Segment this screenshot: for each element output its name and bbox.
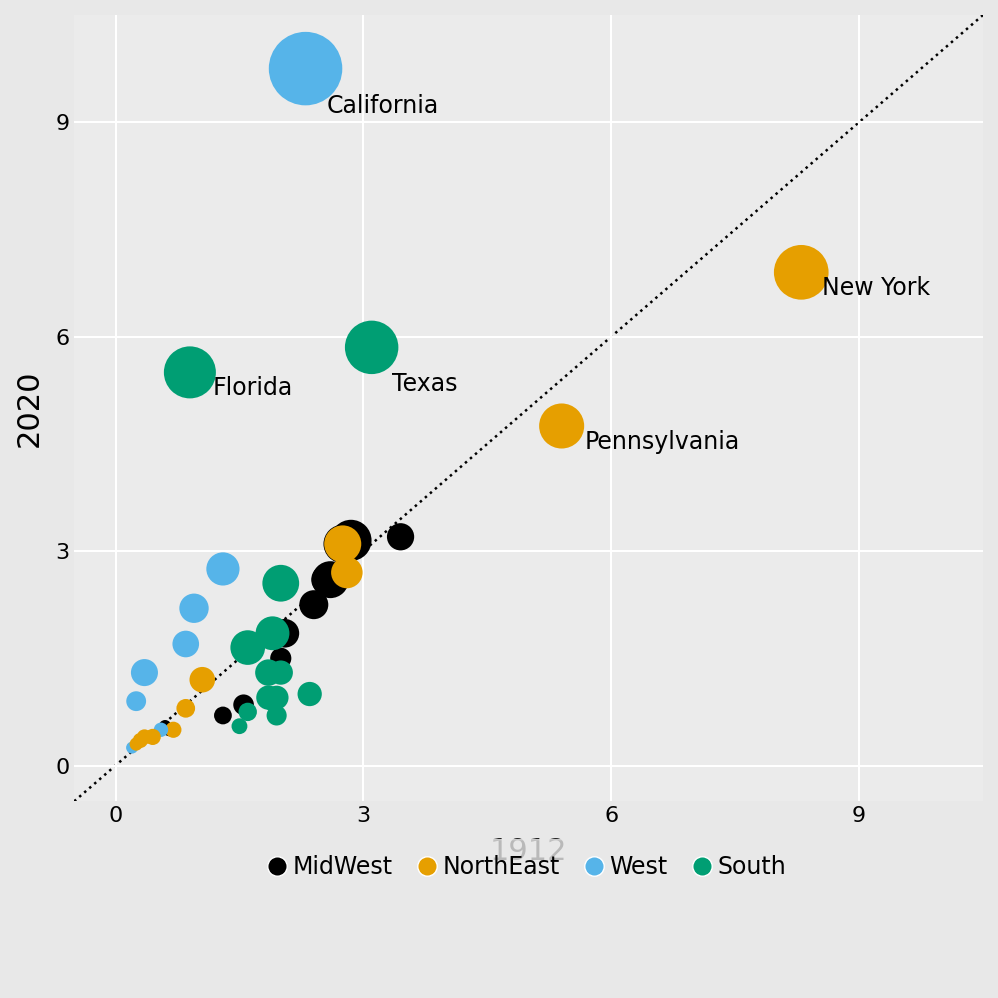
Point	[392, 529, 408, 545]
Point	[318, 572, 334, 588]
Point	[554, 418, 570, 434]
Point	[145, 729, 161, 745]
Point	[272, 651, 288, 667]
Point	[264, 694, 280, 710]
Point	[322, 572, 338, 588]
Point	[260, 690, 276, 706]
Point	[166, 722, 182, 738]
Point	[276, 626, 292, 642]
Point	[215, 708, 231, 724]
Point	[334, 536, 350, 552]
Point	[137, 665, 153, 681]
Point	[334, 536, 350, 552]
Point	[343, 532, 359, 548]
Point	[272, 575, 288, 591]
Point	[268, 690, 284, 706]
Point	[178, 636, 194, 652]
Point	[236, 697, 251, 713]
Point	[301, 686, 317, 702]
Point	[133, 733, 149, 748]
Point	[363, 339, 379, 355]
Point	[240, 640, 255, 656]
Point	[124, 740, 140, 755]
Point	[272, 665, 288, 681]
Point	[793, 264, 809, 280]
Text: Pennsylvania: Pennsylvania	[585, 429, 741, 453]
X-axis label: 1912: 1912	[490, 837, 567, 866]
Point	[145, 729, 161, 745]
Point	[268, 708, 284, 724]
Point	[128, 737, 144, 752]
Point	[186, 600, 202, 616]
Text: Florida: Florida	[213, 376, 293, 400]
Point	[157, 719, 173, 735]
Point	[297, 61, 313, 77]
Point	[195, 672, 211, 688]
Point	[240, 704, 255, 720]
Point	[128, 694, 144, 710]
Y-axis label: 2020: 2020	[15, 369, 44, 447]
Point	[339, 565, 355, 581]
Text: New York: New York	[822, 275, 930, 299]
Point	[264, 626, 280, 642]
Point	[182, 364, 198, 380]
Point	[137, 729, 153, 745]
Legend: MidWest, NorthEast, West, South: MidWest, NorthEast, West, South	[254, 838, 802, 895]
Point	[162, 722, 178, 738]
Point	[260, 665, 276, 681]
Point	[215, 561, 231, 577]
Point	[178, 701, 194, 717]
Point	[232, 719, 248, 735]
Text: California: California	[326, 94, 438, 118]
Text: Texas: Texas	[392, 372, 458, 396]
Point	[305, 597, 321, 613]
Point	[153, 722, 169, 738]
